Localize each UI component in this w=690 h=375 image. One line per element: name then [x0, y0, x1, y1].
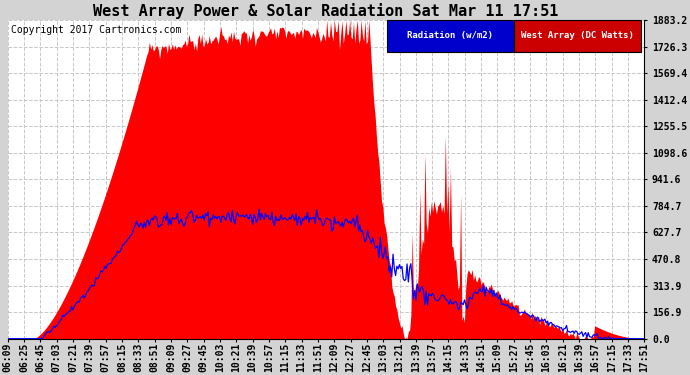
FancyBboxPatch shape	[514, 20, 641, 52]
Title: West Array Power & Solar Radiation Sat Mar 11 17:51: West Array Power & Solar Radiation Sat M…	[93, 3, 559, 19]
FancyBboxPatch shape	[386, 20, 514, 52]
Text: Radiation (w/m2): Radiation (w/m2)	[407, 32, 493, 40]
Text: Copyright 2017 Cartronics.com: Copyright 2017 Cartronics.com	[11, 25, 181, 35]
Text: West Array (DC Watts): West Array (DC Watts)	[521, 32, 634, 40]
